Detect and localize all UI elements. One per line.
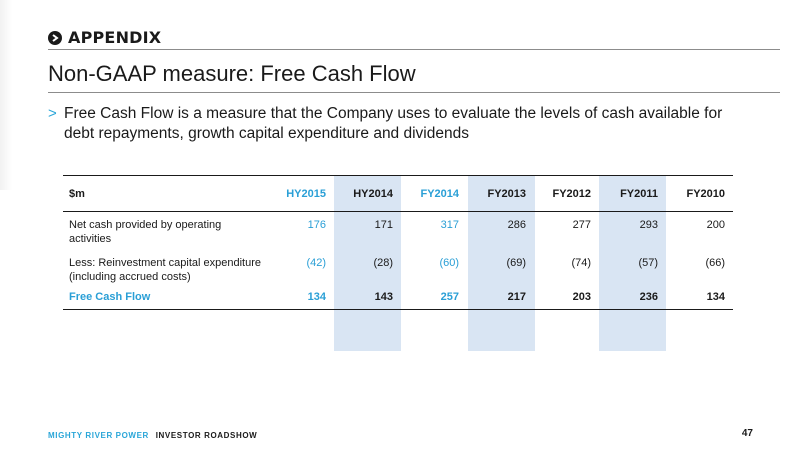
page-number: 47 [741, 428, 753, 439]
table-cell: 277 [572, 219, 591, 231]
slide-edge-shadow [0, 0, 12, 190]
table-cell: (28) [373, 256, 393, 269]
section-divider [48, 49, 780, 50]
column-header: HY2015 [269, 175, 334, 212]
table-total-row: Free Cash Flow 134 143 257 217 203 236 1… [63, 287, 733, 310]
table-header-row: $m HY2015 HY2014 FY2014 FY2013 FY2012 FY… [63, 175, 733, 212]
table-cell: 293 [639, 219, 658, 231]
column-header: FY2013 [467, 175, 534, 212]
footer-brand: MIGHTY RIVER POWER INVESTOR ROADSHOW [48, 431, 257, 440]
total-cell: 217 [467, 287, 534, 310]
column-header: FY2012 [534, 175, 599, 212]
bullet-text: Free Cash Flow is a measure that the Com… [64, 105, 723, 142]
row-label: Net cash provided by operating activitie… [69, 219, 222, 245]
page-title: Non-GAAP measure: Free Cash Flow [48, 61, 416, 86]
row-label: Less: Reinvestment capital expenditure (… [69, 256, 261, 283]
free-cash-flow-table: $m HY2015 HY2014 FY2014 FY2013 FY2012 FY… [63, 175, 733, 310]
table-cell: (57) [638, 256, 658, 269]
section-header: APPENDIX [48, 28, 161, 47]
table-cell: (42) [306, 256, 326, 269]
bullet-marker: > [48, 105, 57, 122]
title-divider [48, 92, 780, 93]
free-cash-flow-table-wrapper: $m HY2015 HY2014 FY2014 FY2013 FY2012 FY… [63, 175, 733, 310]
column-header: HY2014 [334, 175, 401, 212]
total-cell: 143 [334, 287, 401, 310]
column-header-unit: $m [63, 175, 269, 212]
column-header: FY2010 [666, 175, 733, 212]
section-title: APPENDIX [68, 28, 162, 47]
table-row: Net cash provided by operating activitie… [63, 212, 733, 250]
table-cell: (74) [571, 256, 591, 269]
table-cell: (60) [439, 256, 459, 269]
total-cell: 134 [269, 287, 334, 310]
total-cell: 203 [534, 287, 599, 310]
event-name: INVESTOR ROADSHOW [155, 431, 258, 440]
total-cell: 257 [401, 287, 467, 310]
table-cell: 171 [374, 219, 393, 231]
table-cell: (66) [705, 256, 725, 269]
column-header: FY2014 [401, 175, 467, 212]
column-header: FY2011 [599, 175, 666, 212]
table-cell: 286 [507, 219, 526, 231]
table-cell: 176 [307, 219, 326, 231]
table-cell: (69) [506, 256, 526, 269]
table-row: Less: Reinvestment capital expenditure (… [63, 250, 733, 288]
table-cell: 317 [440, 219, 459, 231]
total-label: Free Cash Flow [63, 287, 269, 310]
table-cell: 200 [706, 219, 725, 231]
bullet-item: > Free Cash Flow is a measure that the C… [48, 104, 748, 144]
company-name: MIGHTY RIVER POWER [48, 431, 149, 440]
total-cell: 134 [666, 287, 733, 310]
total-cell: 236 [599, 287, 666, 310]
chevron-right-icon [48, 30, 62, 45]
